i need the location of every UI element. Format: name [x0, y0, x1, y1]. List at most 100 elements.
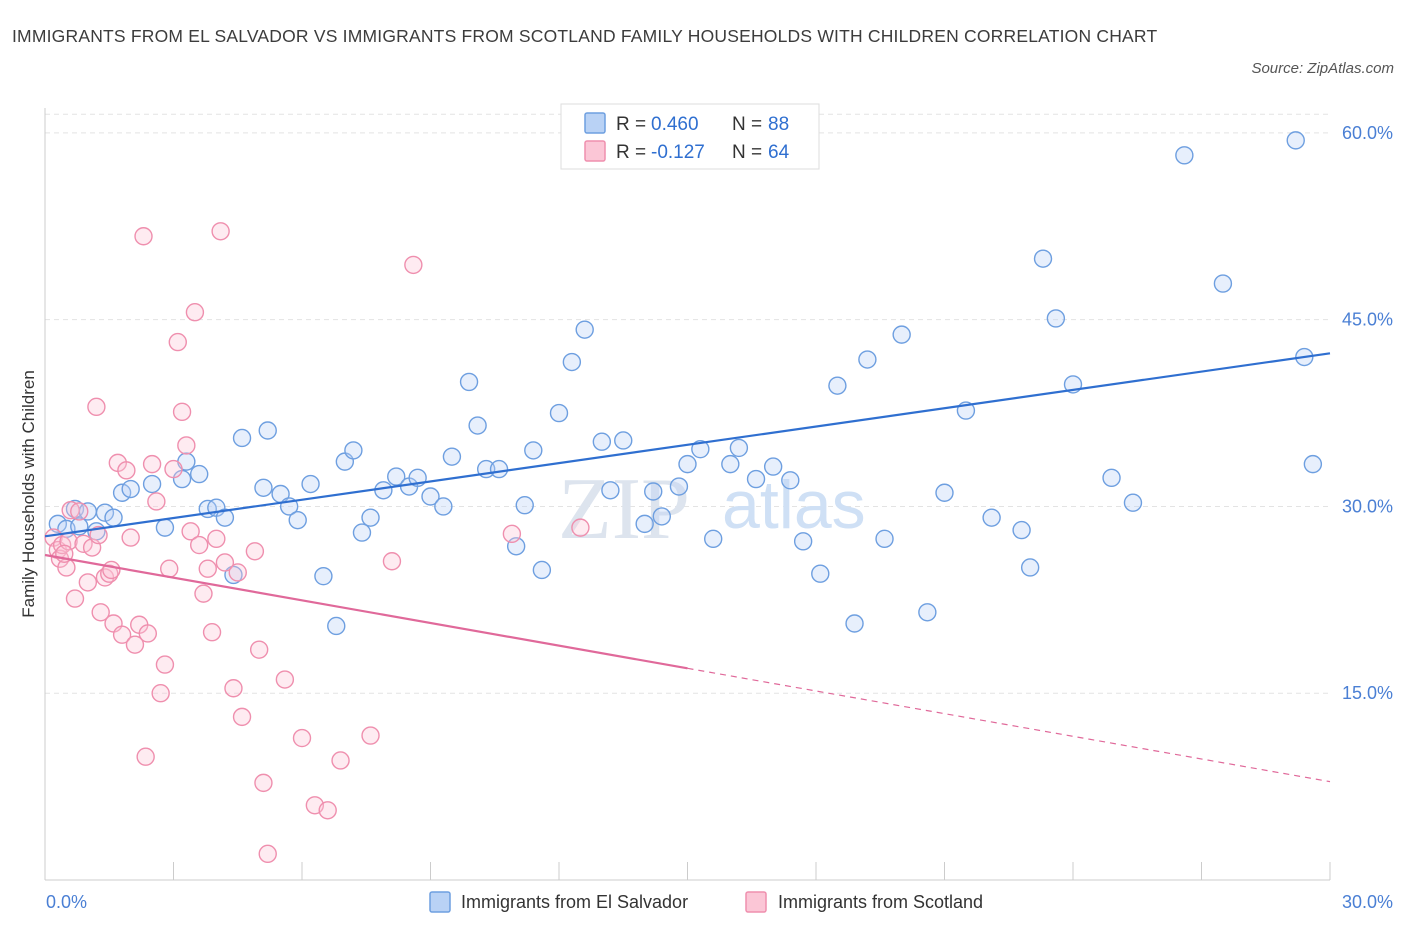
point-el-salvador-64 — [781, 471, 800, 490]
point-el-salvador-68 — [845, 614, 864, 633]
point-scotland-7 — [65, 589, 85, 608]
point-el-salvador-0 — [48, 514, 68, 534]
point-el-salvador-25 — [301, 474, 320, 494]
series-legend-label-scotland: Immigrants from Scotland — [778, 892, 983, 912]
point-el-salvador-11 — [155, 518, 175, 537]
point-el-salvador-6 — [95, 503, 115, 522]
source-label: Source: ZipAtlas.com — [1251, 60, 1394, 77]
point-scotland-58 — [502, 524, 522, 544]
point-scotland-10 — [78, 573, 98, 592]
point-el-salvador-44 — [515, 496, 534, 515]
point-scotland-45 — [232, 707, 252, 727]
point-scotland-26 — [147, 492, 166, 511]
point-scotland-49 — [258, 844, 277, 864]
point-el-salvador-85 — [1286, 131, 1305, 150]
point-scotland-44 — [228, 563, 247, 582]
point-scotland-25 — [142, 454, 162, 474]
point-el-salvador-58 — [691, 439, 710, 459]
r-label-blue: R = — [616, 114, 646, 135]
point-scotland-39 — [202, 623, 222, 642]
trend-lines — [44, 352, 1331, 783]
point-scotland-35 — [185, 303, 205, 322]
r-label-pink: R = — [616, 142, 646, 163]
point-scotland-43 — [224, 679, 243, 698]
trend-line-scotland — [44, 553, 688, 670]
point-el-salvador-14 — [189, 464, 209, 484]
tick-labels: 15.0% 30.0% 45.0% 60.0% 0.0% 30.0% — [46, 123, 1393, 912]
point-el-salvador-46 — [532, 560, 552, 580]
point-scotland-40 — [207, 529, 226, 549]
point-el-salvador-39 — [459, 372, 479, 392]
point-el-salvador-51 — [601, 481, 620, 500]
series-legend-swatch-el-salvador — [429, 891, 451, 913]
point-el-salvador-7 — [104, 508, 123, 527]
point-el-salvador-72 — [918, 603, 937, 622]
point-el-salvador-9 — [121, 479, 140, 499]
y-tick-label-2: 45.0% — [1342, 310, 1393, 330]
legend-swatch-blue — [584, 112, 606, 134]
n-value-blue: 88 — [768, 114, 789, 135]
point-scotland-29 — [160, 559, 179, 578]
point-scotland-27 — [151, 684, 170, 703]
point-scotland-59 — [571, 518, 590, 537]
r-value-blue: 0.460 — [651, 114, 699, 135]
axes — [44, 108, 1331, 881]
r-value-pink: -0.127 — [651, 142, 705, 163]
point-el-salvador-78 — [1033, 249, 1053, 268]
point-el-salvador-38 — [442, 447, 462, 466]
point-el-salvador-79 — [1046, 309, 1066, 328]
trend-line-scotland-extrapolated — [687, 667, 1331, 783]
point-el-salvador-17 — [215, 508, 235, 527]
point-el-salvador-29 — [344, 441, 363, 460]
point-el-salvador-66 — [811, 564, 830, 583]
point-scotland-54 — [331, 751, 350, 770]
point-el-salvador-37 — [434, 497, 453, 516]
point-scotland-24 — [138, 624, 158, 643]
point-el-salvador-50 — [592, 432, 612, 451]
x-tick-label-0: 0.0% — [46, 892, 87, 912]
point-el-salvador-81 — [1102, 468, 1121, 488]
point-el-salvador-60 — [721, 454, 740, 474]
y-tick-label-0: 15.0% — [1342, 683, 1393, 703]
point-el-salvador-55 — [652, 507, 671, 526]
series-legend-swatch-scotland — [745, 891, 767, 913]
stats-legend: R = 0.460 N = 88 R = -0.127 N = 64 — [560, 103, 820, 170]
point-el-salvador-67 — [828, 376, 847, 395]
point-el-salvador-63 — [763, 457, 783, 476]
point-scotland-50 — [275, 670, 295, 689]
legend-swatch-pink — [584, 140, 606, 162]
y-tick-label-1: 30.0% — [1342, 496, 1393, 516]
point-el-salvador-33 — [387, 467, 406, 486]
point-el-salvador-61 — [729, 438, 749, 458]
point-scotland-60 — [136, 747, 155, 766]
point-el-salvador-56 — [669, 477, 689, 496]
point-scotland-55 — [361, 726, 380, 745]
point-el-salvador-83 — [1175, 146, 1194, 165]
point-el-salvador-30 — [352, 523, 372, 542]
watermark: ZIP atlas — [558, 461, 866, 558]
point-el-salvador-82 — [1123, 493, 1143, 512]
watermark-zip: ZIP — [558, 461, 690, 558]
point-scotland-56 — [382, 552, 402, 571]
point-el-salvador-21 — [258, 421, 277, 440]
point-scotland-36 — [189, 535, 209, 555]
point-scotland-31 — [168, 332, 187, 352]
point-scotland-32 — [172, 402, 192, 422]
point-scotland-8 — [70, 502, 89, 521]
n-value-pink: 64 — [768, 142, 790, 163]
point-scotland-21 — [125, 635, 145, 654]
point-el-salvador-42 — [489, 459, 509, 479]
point-el-salvador-52 — [614, 431, 633, 450]
y-tick-label-3: 60.0% — [1342, 123, 1393, 143]
point-el-salvador-24 — [288, 510, 307, 530]
point-scotland-12 — [87, 397, 106, 417]
point-el-salvador-87 — [1303, 454, 1323, 474]
point-scotland-13 — [91, 603, 110, 622]
series-legend: Immigrants from El Salvador Immigrants f… — [429, 891, 983, 913]
x-tick-label-1: 30.0% — [1342, 892, 1393, 912]
point-el-salvador-75 — [982, 508, 1001, 527]
point-el-salvador-31 — [361, 508, 380, 527]
point-scotland-33 — [177, 436, 196, 455]
point-scotland-20 — [121, 528, 140, 547]
